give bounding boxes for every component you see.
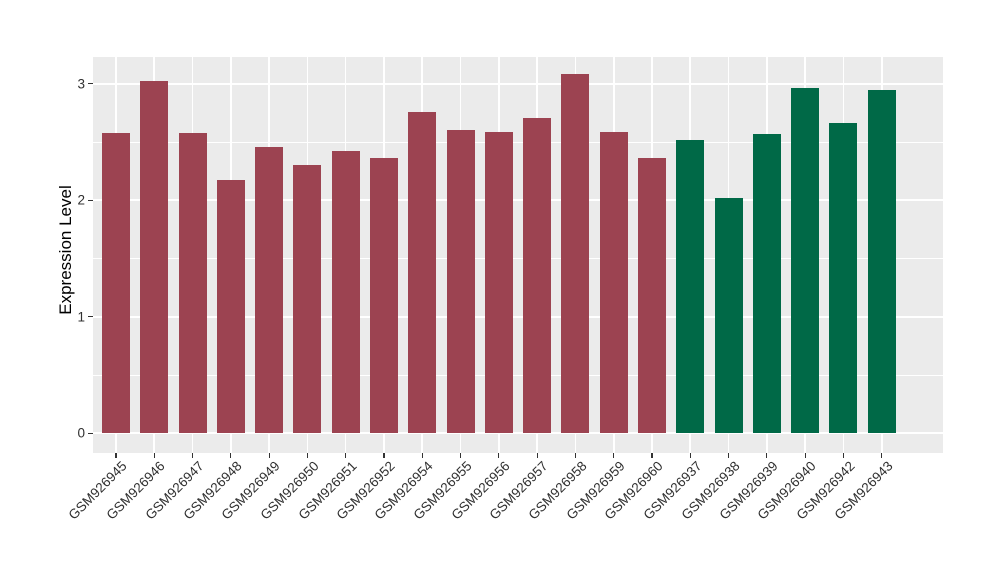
x-axis-tick (383, 453, 385, 458)
bar-GSM926956 (484, 131, 513, 434)
y-tick-label: 3 (77, 76, 85, 92)
x-axis-tick (268, 453, 270, 458)
bar-GSM926945 (101, 132, 130, 434)
y-axis-tick (87, 83, 93, 85)
bar-GSM926949 (255, 146, 284, 434)
minor-gridline (93, 141, 943, 143)
x-axis-tick (345, 453, 347, 458)
x-axis-tick (574, 453, 577, 458)
minor-gridline (93, 374, 943, 376)
x-axis-tick (153, 453, 155, 458)
x-axis-tick (613, 453, 615, 458)
y-axis-tick (87, 432, 93, 434)
y-tick-label: 0 (77, 425, 85, 441)
bar-GSM926942 (829, 123, 858, 434)
bar-GSM926957 (523, 117, 552, 434)
plot-panel (93, 57, 943, 453)
bar-GSM926958 (561, 74, 590, 434)
x-axis-tick (536, 453, 538, 458)
x-axis-tick (421, 453, 423, 458)
x-axis-tick (804, 453, 806, 458)
y-tick-label: 2 (77, 192, 85, 208)
bar-GSM926937 (676, 139, 705, 434)
bar-GSM926939 (752, 133, 781, 434)
bar-GSM926947 (178, 132, 207, 434)
bar-GSM926951 (331, 151, 360, 434)
bar-GSM926960 (638, 158, 666, 434)
x-axis-tick (727, 453, 730, 458)
major-gridline (93, 199, 943, 202)
major-gridline (93, 432, 943, 434)
y-tick-label: 1 (77, 308, 85, 324)
x-axis-tick (842, 453, 845, 458)
x-axis-tick (230, 453, 232, 458)
bar-GSM926943 (867, 89, 896, 434)
x-axis-tick (115, 453, 117, 458)
bar-GSM926952 (369, 158, 398, 434)
x-axis-tick (191, 453, 194, 458)
bar-GSM926946 (140, 81, 169, 434)
bar-GSM926950 (293, 165, 322, 434)
bar-GSM926955 (446, 130, 475, 434)
x-axis-tick (881, 453, 883, 458)
x-axis-tick (306, 453, 308, 458)
minor-gridline (93, 258, 943, 259)
x-axis-tick (766, 453, 768, 458)
y-axis-tick (87, 199, 93, 201)
major-gridline (93, 82, 943, 85)
major-gridline (93, 315, 943, 318)
bar-GSM926938 (714, 197, 743, 434)
x-axis-tick (689, 453, 691, 458)
bar-GSM926959 (599, 131, 628, 434)
bar-GSM926948 (216, 180, 245, 434)
bar-GSM926940 (791, 88, 820, 434)
x-axis-tick (651, 453, 653, 458)
x-axis-tick (459, 453, 462, 458)
bar-GSM926954 (408, 111, 437, 434)
x-axis-tick (498, 453, 500, 458)
y-axis-tick (87, 316, 93, 318)
